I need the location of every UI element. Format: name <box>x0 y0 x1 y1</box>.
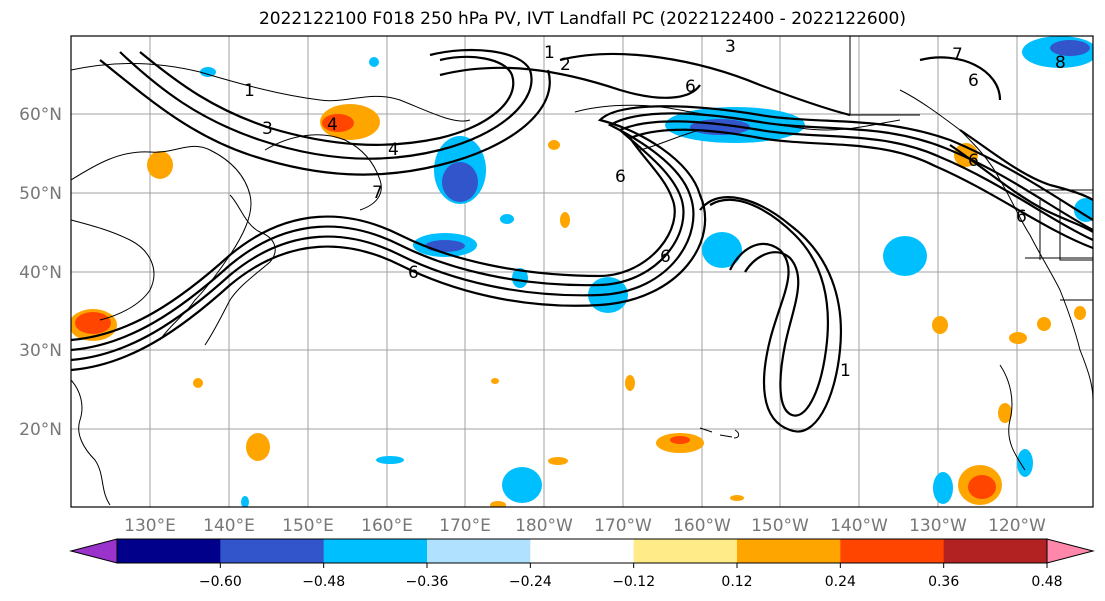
colorbar-tick-label: −0.36 <box>406 574 449 590</box>
colorbar-tick-label: 0.12 <box>721 574 752 590</box>
contour-label: 6 <box>615 167 626 187</box>
contour-label: 6 <box>1016 207 1027 227</box>
colorbar-extend-high <box>1046 538 1095 564</box>
colorbar-cell <box>737 539 841 563</box>
contour-label: 6 <box>685 77 696 97</box>
lat-label: 20°N <box>19 420 62 440</box>
lat-label: 50°N <box>19 184 62 204</box>
lon-label: 150°E <box>282 516 334 536</box>
colorbar-cell <box>943 539 1048 563</box>
contour-label: 6 <box>968 71 979 91</box>
contour-label: 6 <box>660 247 671 267</box>
contour-label: 1 <box>544 43 555 63</box>
lon-label: 140°W <box>830 516 888 536</box>
colorbar-cell <box>840 539 945 563</box>
colorbar-cells <box>117 539 1048 563</box>
lon-label: 150°W <box>751 516 809 536</box>
contour-label: 8 <box>1055 53 1066 73</box>
lon-label: 130°W <box>909 516 967 536</box>
lat-label: 40°N <box>19 263 62 283</box>
lon-label: 120°W <box>988 516 1046 536</box>
colorbar-cell <box>220 539 325 563</box>
colorbar-tick-label: −0.24 <box>509 574 552 590</box>
lon-label: 160°W <box>673 516 731 536</box>
colorbar-extend-low <box>69 538 118 564</box>
colorbar-cell <box>530 539 635 563</box>
longitude-labels: 130°E 140°E 150°E 160°E 170°E 180°W 170°… <box>124 516 1046 536</box>
colorbar-tick-label: 0.24 <box>825 574 856 590</box>
colorbar-tick-label: 0.48 <box>1031 574 1062 590</box>
pv-contour-labels: 1 1 2 3 3 4 4 6 6 7 6 7 6 8 6 1 6 6 <box>244 37 1066 381</box>
lon-label: 170°E <box>439 516 491 536</box>
lat-label: 30°N <box>19 341 62 361</box>
contour-label: 1 <box>840 361 851 381</box>
colorbar-cell <box>323 539 428 563</box>
contour-label: 6 <box>408 263 419 283</box>
ivt-shading <box>71 36 1093 507</box>
colorbar-cell <box>117 539 221 563</box>
contour-label: 7 <box>952 45 963 65</box>
colorbar-tick-label: −0.12 <box>612 574 655 590</box>
lon-label: 180°W <box>515 516 573 536</box>
colorbar-tick-label: 0.36 <box>928 574 959 590</box>
lon-label: 170°W <box>594 516 652 536</box>
colorbar-tick-label: −0.48 <box>302 574 345 590</box>
contour-label: 4 <box>388 140 399 160</box>
lat-label: 60°N <box>19 105 62 125</box>
colorbar-outline <box>116 538 1048 564</box>
contour-label: 7 <box>372 183 383 203</box>
colorbar-cell <box>633 539 738 563</box>
contour-label: 2 <box>560 55 571 75</box>
lon-label: 140°E <box>203 516 255 536</box>
contour-label: 4 <box>327 115 338 135</box>
contour-label: 1 <box>244 81 255 101</box>
contour-label: 3 <box>725 37 736 57</box>
contour-label: 3 <box>262 119 273 139</box>
map-title: 2022122100 F018 250 hPa PV, IVT Landfall… <box>258 9 906 29</box>
latitude-labels: 60°N 50°N 40°N 30°N 20°N <box>19 105 62 440</box>
colorbar-cell <box>427 539 531 563</box>
lon-label: 160°E <box>361 516 413 536</box>
contour-label: 6 <box>968 151 979 171</box>
pv-contours <box>71 48 1093 433</box>
colorbar-tick-label: −0.60 <box>199 574 242 590</box>
map-border <box>70 35 1094 508</box>
colorbar: −0.60 −0.48 −0.36 −0.24 −0.12 0.12 0.24 0.36 0.4… <box>69 538 1095 590</box>
lon-label: 130°E <box>124 516 176 536</box>
colorbar-ticks: −0.60 −0.48 −0.36 −0.24 −0.12 0.12 0.24 0.36 0.4… <box>199 563 1063 590</box>
